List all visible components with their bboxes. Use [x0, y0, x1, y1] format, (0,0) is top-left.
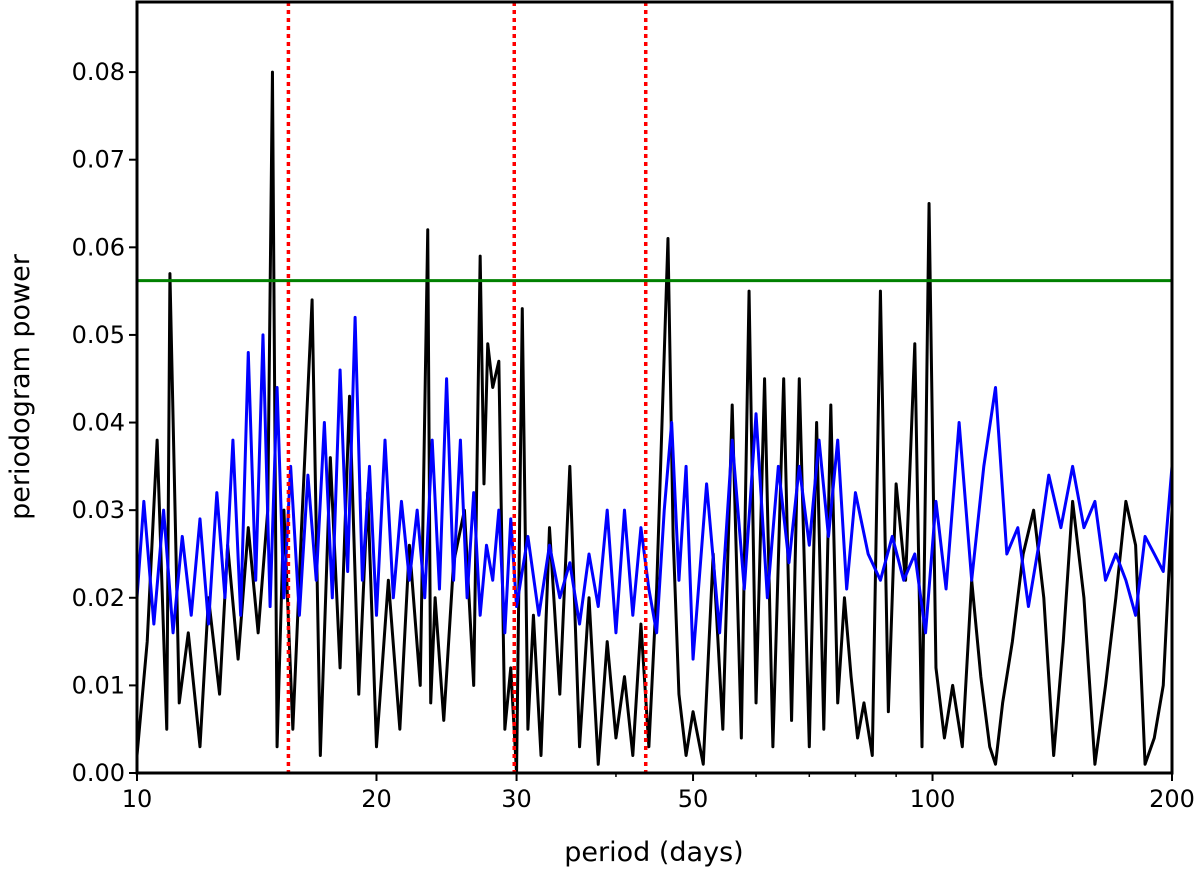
x-tick-label: 30 [501, 785, 532, 813]
plot-area [135, 2, 1174, 775]
x-tick-label: 20 [361, 785, 392, 813]
y-tick-label: 0.01 [72, 671, 125, 699]
y-axis-ticks: 0.00 0.01 0.02 0.03 0.04 0.05 0.06 0.07 0.08 [72, 58, 137, 787]
x-tick-label: 10 [122, 785, 153, 813]
y-tick-label: 0.03 [72, 496, 125, 524]
x-tick-label: 100 [910, 785, 956, 813]
y-tick-label: 0.07 [72, 146, 125, 174]
y-tick-label: 0.02 [72, 584, 125, 612]
x-axis-ticks: 10 20 30 50 100 200 [122, 773, 1195, 813]
y-axis-label: periodogram power [5, 253, 36, 520]
y-tick-label: 0.08 [72, 58, 125, 86]
x-tick-label: 200 [1149, 785, 1195, 813]
y-tick-label: 0.06 [72, 233, 125, 261]
x-axis-label: period (days) [564, 837, 743, 868]
x-tick-label: 50 [678, 785, 709, 813]
y-tick-label: 0.04 [72, 409, 125, 437]
marker-lines-layer [286, 2, 648, 773]
plot-frame [135, 0, 1174, 775]
series-line-1 [135, 315, 1174, 661]
y-tick-label: 0.00 [72, 759, 125, 787]
y-tick-label: 0.05 [72, 321, 125, 349]
